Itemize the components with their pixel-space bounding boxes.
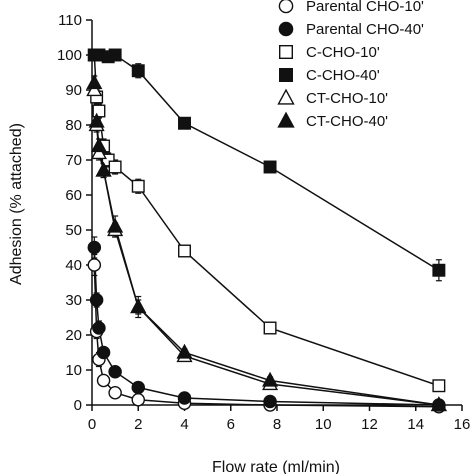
y-tick-label: 50 xyxy=(65,222,82,239)
y-tick-label: 20 xyxy=(65,327,82,344)
data-point xyxy=(86,74,103,90)
x-tick-label: 14 xyxy=(407,416,424,433)
data-point xyxy=(107,217,124,233)
legend-marker xyxy=(278,0,294,14)
series-error-bars xyxy=(91,50,442,410)
x-tick-label: 16 xyxy=(454,416,471,433)
y-axis-label: Adhesion (% attached) xyxy=(8,123,25,285)
data-point xyxy=(177,391,192,405)
data-point xyxy=(131,393,145,407)
data-point xyxy=(87,258,102,272)
data-point xyxy=(108,48,122,62)
x-tick-label: 6 xyxy=(227,416,235,433)
data-point xyxy=(90,137,107,153)
data-point xyxy=(263,394,277,409)
y-tick-label: 10 xyxy=(65,362,82,379)
data-point xyxy=(130,298,147,314)
legend-label: C-CHO-10' xyxy=(306,44,380,61)
x-tick-label: 2 xyxy=(134,416,142,433)
y-tick-label: 70 xyxy=(65,152,82,169)
legend-label: CT-CHO-40' xyxy=(306,113,388,130)
x-axis-label: Flow rate (ml/min) xyxy=(212,459,340,474)
axes xyxy=(91,20,462,406)
series-lines xyxy=(93,54,440,408)
x-tick-label: 4 xyxy=(180,416,188,433)
legend-label: CT-CHO-10' xyxy=(306,90,388,107)
legend-marker xyxy=(279,45,294,60)
y-tick-label: 110 xyxy=(58,12,82,29)
data-point xyxy=(131,179,145,193)
y-tick-label: 90 xyxy=(65,82,82,99)
x-tick-label: 0 xyxy=(88,416,96,433)
legend-label: C-CHO-40' xyxy=(306,67,380,84)
data-point xyxy=(87,240,102,255)
data-point xyxy=(96,373,111,388)
data-point xyxy=(92,104,106,118)
data-point xyxy=(263,321,277,335)
legend: Parental CHO-10' Parental CHO-40' C-CHO-10… xyxy=(277,0,424,130)
x-tick-label: 8 xyxy=(273,416,281,433)
y-tick-label: 100 xyxy=(57,47,82,64)
x-tick-label: 12 xyxy=(361,416,378,433)
data-point xyxy=(89,293,104,307)
data-point xyxy=(178,244,191,258)
data-point xyxy=(96,345,111,360)
data-point xyxy=(178,116,191,130)
legend-marker xyxy=(277,88,295,105)
data-point xyxy=(88,112,105,128)
y-tick-label: 80 xyxy=(65,117,82,134)
series-line xyxy=(93,89,439,406)
data-point xyxy=(176,343,193,359)
data-point xyxy=(131,64,145,78)
series-line xyxy=(93,82,439,406)
data-point xyxy=(108,160,122,174)
data-point xyxy=(92,321,106,335)
data-point xyxy=(262,371,279,387)
y-tick-label: 60 xyxy=(65,187,82,204)
legend-marker xyxy=(277,111,295,128)
y-tick-label: 0 xyxy=(74,397,82,414)
data-point xyxy=(108,365,122,379)
data-point xyxy=(432,263,446,277)
legend-label: Parental CHO-40' xyxy=(306,21,424,38)
legend-marker xyxy=(279,67,294,82)
data-point xyxy=(108,386,122,400)
y-tick-label: 40 xyxy=(65,257,82,274)
x-tick-label: 10 xyxy=(315,416,332,433)
data-point xyxy=(263,160,277,174)
legend-marker xyxy=(278,21,294,37)
series-markers xyxy=(86,48,447,414)
ticks: 0 2 4 6 8 10 12 14 16 0 10 20 30 40 50 60 70 80 90 100 110 xyxy=(57,12,470,433)
data-point xyxy=(101,153,115,167)
data-point xyxy=(432,379,446,393)
data-point xyxy=(131,380,145,395)
data-point xyxy=(95,161,112,177)
data-point xyxy=(430,396,447,412)
y-tick-label: 30 xyxy=(65,292,82,309)
legend-label: Parental CHO-10' xyxy=(306,0,424,15)
